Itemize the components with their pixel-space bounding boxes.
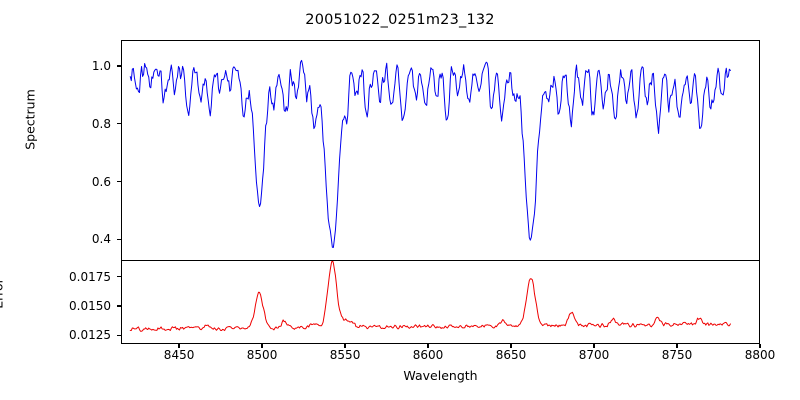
error-panel <box>121 261 760 344</box>
y-axis-label-spectrum: Spectrum <box>22 89 38 150</box>
x-tick-label: 8650 <box>495 348 527 362</box>
x-axis-label: Wavelength <box>403 368 478 383</box>
spectrum-data-line <box>129 59 731 248</box>
x-tick-mark <box>344 344 346 348</box>
y-tick-mark <box>117 65 121 67</box>
x-tick-mark <box>178 344 180 348</box>
x-tick-mark <box>427 344 429 348</box>
y-tick-mark <box>117 276 121 278</box>
y-tick-label-spectrum: 0.8 <box>91 116 111 131</box>
y-tick-mark <box>117 123 121 125</box>
x-tick-mark <box>676 344 678 348</box>
figure-title: 20051022_0251m23_132 <box>305 12 495 28</box>
y-tick-mark <box>117 238 121 240</box>
error-plot-area <box>129 261 731 332</box>
y-tick-label-error: 0.0125 <box>69 328 111 343</box>
x-tick-mark <box>759 344 761 348</box>
y-tick-label-error: 0.0175 <box>69 269 111 284</box>
y-tick-label-spectrum: 0.6 <box>91 174 111 189</box>
x-tick-mark <box>593 344 595 348</box>
x-tick-label: 8750 <box>661 348 693 362</box>
error-data-line <box>129 261 731 332</box>
x-tick-label: 8700 <box>578 348 610 362</box>
y-tick-mark <box>117 180 121 183</box>
x-tick-label: 8600 <box>412 348 444 362</box>
y-axis-label-error: Error <box>0 278 6 309</box>
y-tick-label-spectrum: 0.4 <box>91 232 111 247</box>
x-tick-label: 8550 <box>329 348 361 362</box>
x-tick-label: 8500 <box>246 348 278 362</box>
y-tick-mark <box>117 334 121 336</box>
spectrum-panel <box>121 40 760 261</box>
x-tick-mark <box>261 344 263 348</box>
y-tick-label-spectrum: 1.0 <box>91 59 111 73</box>
x-tick-label: 8800 <box>744 348 776 362</box>
spectrum-plot-area <box>129 59 731 248</box>
y-tick-label-error: 0.0150 <box>69 299 111 313</box>
x-tick-label: 8450 <box>163 348 195 362</box>
x-tick-mark <box>510 344 512 348</box>
y-tick-mark <box>117 305 121 307</box>
